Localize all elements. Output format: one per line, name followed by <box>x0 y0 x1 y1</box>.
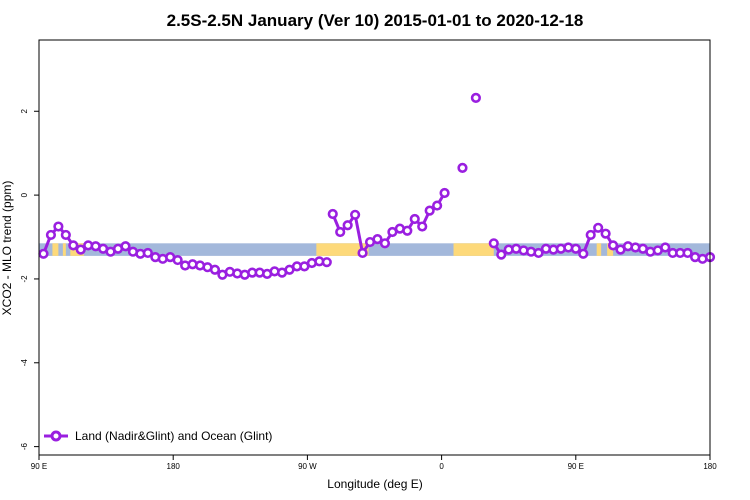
legend-label: Land (Nadir&Glint) and Ocean (Glint) <box>75 429 272 443</box>
data-point <box>53 221 64 232</box>
data-point <box>335 226 346 238</box>
data-point <box>357 247 368 259</box>
data-point <box>402 225 413 236</box>
x-tick-label: 180 <box>703 462 717 471</box>
data-point <box>372 234 383 245</box>
data-point <box>533 247 544 259</box>
data-point <box>496 249 507 260</box>
y-axis-label: XCO2 - MLO trend (ppm) <box>0 181 14 316</box>
data-point <box>327 208 338 220</box>
legend: Land (Nadir&Glint) and Ocean (Glint) <box>44 429 272 443</box>
data-point <box>432 200 443 211</box>
x-tick-label: 90 W <box>298 462 317 471</box>
land-band-segment <box>596 243 602 256</box>
series-layer <box>38 92 716 280</box>
data-point <box>585 229 596 241</box>
data-point <box>600 228 611 239</box>
data-point <box>38 248 49 259</box>
data-point <box>120 241 131 252</box>
y-tick-label: -4 <box>20 359 29 367</box>
y-axis: 2 0 -2 -4 -6 <box>20 108 39 450</box>
data-point <box>607 240 619 251</box>
data-point <box>45 229 57 241</box>
data-point <box>417 221 428 232</box>
x-tick-label: 0 <box>439 462 444 471</box>
series-line-segment <box>331 192 446 255</box>
data-point <box>409 213 420 225</box>
data-point <box>457 162 468 173</box>
data-point <box>68 240 79 251</box>
land-band-segment <box>62 243 66 256</box>
data-point <box>570 243 581 254</box>
land-band-segment <box>52 243 59 256</box>
land-band-segment <box>316 243 369 256</box>
data-point <box>470 92 481 103</box>
data-point <box>321 257 332 268</box>
data-point <box>379 238 391 249</box>
y-tick-label: -2 <box>20 275 29 283</box>
data-point <box>660 242 671 253</box>
y-tick-label: 2 <box>20 108 29 113</box>
y-tick-label: -6 <box>20 443 29 451</box>
data-point <box>488 238 499 249</box>
plot-frame <box>38 39 711 456</box>
x-axis: 90 E 180 90 W 0 90 E 180 <box>31 455 717 471</box>
data-point <box>60 229 71 241</box>
data-point <box>682 247 693 259</box>
data-point <box>75 244 86 255</box>
x-tick-label: 90 E <box>31 462 47 471</box>
land-band-segment <box>607 243 614 256</box>
x-tick-label: 180 <box>167 462 181 471</box>
data-point <box>424 205 435 216</box>
y-tick-label: 0 <box>20 192 29 197</box>
data-point <box>209 264 221 275</box>
x-axis-label: Longitude (deg E) <box>327 477 422 491</box>
data-point <box>172 254 183 266</box>
x-tick-label: 90 E <box>568 462 584 471</box>
legend-marker-swatch <box>50 430 62 442</box>
data-point <box>578 248 589 259</box>
data-point <box>142 247 153 259</box>
chart-title: 2.5S-2.5N January (Ver 10) 2015-01-01 to… <box>167 11 584 30</box>
data-point <box>342 220 353 231</box>
data-point <box>439 187 450 199</box>
data-point <box>350 209 361 220</box>
data-point <box>593 222 604 233</box>
land-band-segment <box>453 243 494 256</box>
